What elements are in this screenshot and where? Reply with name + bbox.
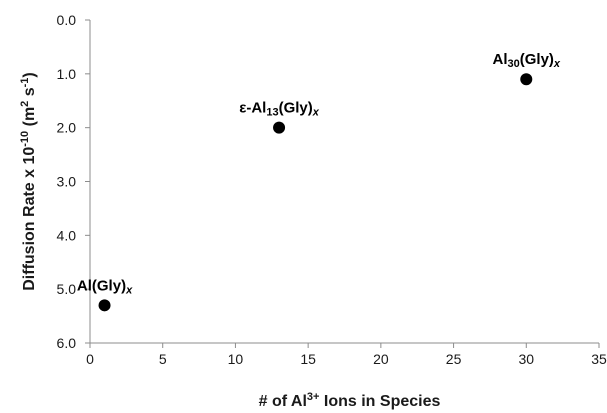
data-point [98,299,111,312]
x-tick-label: 5 [159,351,167,367]
axes [85,19,600,348]
y-tick-label: 6.0 [57,335,77,351]
x-tick-label: 35 [591,351,607,367]
data-point [273,121,286,134]
x-tick-label: 0 [86,351,94,367]
point-label: Al(Gly)x [77,277,133,296]
y-tick-label: 5.0 [57,281,77,297]
point-label: ε-Al13(Gly)x [239,100,320,119]
x-tick-label: 10 [228,351,244,367]
point-labels: Al(Gly)x ε-Al13(Gly)x Al30(Gly)x [77,51,561,296]
y-tick-label: 0.0 [57,12,77,28]
x-tick-label: 30 [518,351,534,367]
tick-labels: 0.0 1.0 2.0 3.0 4.0 5.0 6.0 0 5 10 15 20 25 30 35 [57,12,607,367]
y-tick-label: 3.0 [57,174,77,190]
x-tick-label: 25 [446,351,462,367]
data-point [520,73,533,86]
x-tick-label: 15 [300,351,316,367]
y-tick-label: 1.0 [57,66,77,82]
y-tick-label: 4.0 [57,227,77,243]
data-points [98,73,533,312]
x-axis-title: # of Al3+ Ions in Species [259,391,441,410]
x-tick-label: 20 [373,351,389,367]
y-axis-title: Diffusion Rate x 10-10 (m2 s-1) [19,72,38,291]
point-label: Al30(Gly)x [493,51,561,70]
y-tick-label: 2.0 [57,120,77,136]
